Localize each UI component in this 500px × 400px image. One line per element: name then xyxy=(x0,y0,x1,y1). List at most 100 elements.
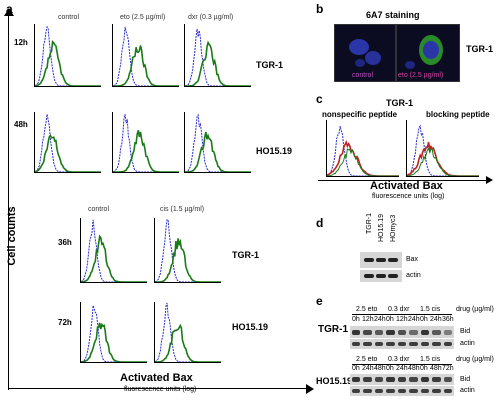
time-2-7: 0h xyxy=(420,365,428,372)
treated-histogram-line xyxy=(81,322,147,362)
micrograph-label-control: control xyxy=(352,72,374,79)
band-label-actin-1: actin xyxy=(460,340,475,347)
row-cell-4: HO15.19 xyxy=(232,322,269,332)
blot-band xyxy=(374,377,384,382)
blot-band xyxy=(374,329,384,335)
histogram-48h-eto xyxy=(112,112,179,173)
histogram-72h-control xyxy=(80,302,147,363)
unit-label-2: drug (µg/ml) xyxy=(456,356,494,363)
time-2-1: 0h xyxy=(352,365,360,372)
panel-c-right-title: blocking peptide xyxy=(426,110,490,119)
blot-band xyxy=(363,389,372,393)
x-axis-label: Activated Bax xyxy=(120,372,193,384)
blot-band xyxy=(443,389,453,393)
panel-e-label: e xyxy=(316,294,323,308)
histogram-36h-cis xyxy=(154,218,221,283)
cond-cis-bottom: cis (1.5 µg/ml) xyxy=(160,206,205,213)
histogram-36h-control xyxy=(80,218,147,283)
drug-1-1: 2.5 eto xyxy=(356,306,378,313)
treated-histogram-line xyxy=(81,234,147,282)
c-x-axis-arrow xyxy=(486,176,493,184)
y-axis-label: Cell counts xyxy=(6,206,18,266)
time-2-9: 72h xyxy=(442,365,454,372)
drug-2-1: 2.5 eto xyxy=(356,356,378,363)
treated-histogram-line xyxy=(407,147,479,176)
time-1-4: 0h xyxy=(386,316,394,323)
time-1-9: 36h xyxy=(442,316,454,323)
c-x-axis-sub: fluorescence units (log) xyxy=(372,193,445,200)
blot-band xyxy=(363,329,372,335)
treated-histogram-line xyxy=(155,238,221,282)
band-label-bid-1: Bid xyxy=(460,328,471,335)
cond-control-bottom: control xyxy=(88,206,110,213)
histogram-blocking xyxy=(406,120,479,177)
blot-band xyxy=(432,389,441,393)
histogram-nonspecific xyxy=(326,120,399,177)
c-x-axis-label: Activated Bax xyxy=(370,180,443,192)
time-2-6: 48h xyxy=(408,365,420,372)
peptide-histogram-line xyxy=(407,142,479,176)
control-histogram-line xyxy=(81,219,147,282)
blot-band xyxy=(374,389,384,393)
blot-band xyxy=(409,377,418,382)
blot-band xyxy=(363,342,372,346)
blot-band xyxy=(351,329,361,335)
lane-label-tgr1: TGR-1 xyxy=(366,213,373,234)
band-label-bid-2: Bid xyxy=(460,376,471,383)
row-cell-1: TGR-1 xyxy=(256,60,283,70)
panel-b-cell-line: TGR-1 xyxy=(466,44,493,54)
row-time-2: 48h xyxy=(14,120,28,129)
band-label-actin-d: actin xyxy=(406,272,421,279)
time-2-3: 48h xyxy=(374,365,386,372)
time-1-7: 0h xyxy=(420,316,428,323)
c-x-axis-line xyxy=(318,180,488,181)
time-2-4: 0h xyxy=(386,365,394,372)
time-1-3: 24h xyxy=(374,316,386,323)
blot-band xyxy=(397,389,407,393)
blot-band xyxy=(443,329,453,335)
time-1-8: 24h xyxy=(430,316,442,323)
blot-band xyxy=(420,342,430,346)
blot-actin-tgr1 xyxy=(350,339,454,349)
control-histogram-line xyxy=(35,25,101,86)
treated-histogram-line xyxy=(113,130,179,172)
panel-c-label: c xyxy=(316,92,323,106)
control-histogram-line xyxy=(407,124,479,176)
row-time-3: 36h xyxy=(58,238,72,247)
time-1-1: 0h xyxy=(352,316,360,323)
blot-bax xyxy=(360,252,402,268)
blot-band xyxy=(409,389,418,393)
control-histogram-line xyxy=(327,125,399,176)
blot-band xyxy=(386,342,395,346)
peptide-histogram-line xyxy=(327,139,399,176)
blot-band xyxy=(432,342,441,346)
treated-histogram-line xyxy=(35,133,101,172)
row-time-1: 12h xyxy=(14,38,28,47)
histogram-12h-dxr xyxy=(184,24,251,87)
panel-d-label: d xyxy=(316,216,324,230)
blot-band xyxy=(420,329,430,335)
drug-line-2 xyxy=(352,364,452,365)
histogram-12h-eto xyxy=(112,24,179,87)
blot-band xyxy=(386,377,395,382)
row-time-4: 72h xyxy=(58,318,72,327)
time-2-8: 48h xyxy=(430,365,442,372)
time-1-2: 12h xyxy=(362,316,374,323)
blot-actin-d xyxy=(360,270,402,282)
blot-bid-ho1519 xyxy=(350,374,454,385)
band-label-actin-2: actin xyxy=(460,387,475,394)
panel-b-title: 6A7 staining xyxy=(366,10,420,20)
treated-histogram-line xyxy=(185,131,251,172)
blot-band xyxy=(420,377,430,382)
band-label-bax: Bax xyxy=(406,256,419,263)
lane-label-ho1519: HO15.19 xyxy=(378,213,385,242)
blot-band xyxy=(443,342,453,346)
time-1-5: 12h xyxy=(396,316,408,323)
lane-label-homyc3: HOmyc3 xyxy=(390,214,397,242)
unit-label-1: drug (µg/ml) xyxy=(456,306,494,313)
time-1-6: 24h xyxy=(408,316,420,323)
histogram-48h-dxr xyxy=(184,112,251,173)
treated-histogram-line xyxy=(327,148,399,176)
blot-band xyxy=(363,377,372,382)
control-histogram-line xyxy=(35,114,101,172)
